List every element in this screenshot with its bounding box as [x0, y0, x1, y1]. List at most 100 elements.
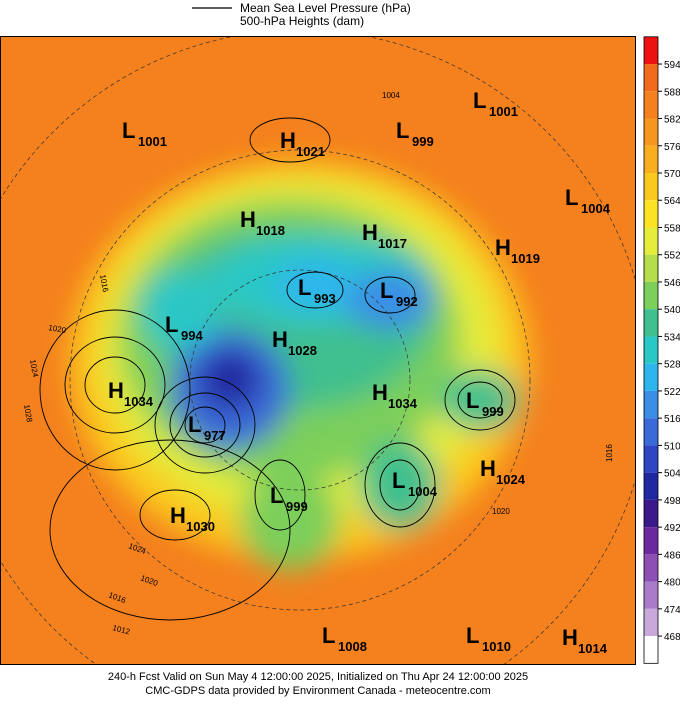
- colorbar-tick-label: 564: [664, 196, 680, 207]
- center-letter: H: [240, 207, 256, 232]
- contour-label: 1004: [382, 91, 400, 100]
- contour-label: 1016: [98, 274, 110, 294]
- colorbar-tick-label: 552: [664, 251, 680, 262]
- colorbar-frame: [643, 36, 659, 664]
- footer-line: CMC-GDPS data provided by Environment Ca…: [145, 685, 490, 697]
- colorbar-swatch: [644, 581, 658, 609]
- center-pressure: 994: [181, 328, 203, 343]
- center-letter: L: [473, 88, 486, 113]
- colorbar-swatch: [644, 254, 658, 282]
- center-pressure: 1021: [296, 144, 325, 159]
- footer-line: 240-h Fcst Valid on Sun May 4 12:00:00 2…: [108, 671, 528, 683]
- center-pressure: 1010: [482, 639, 511, 654]
- colorbar-tick-label: 594: [664, 60, 680, 71]
- colorbar-swatch: [644, 636, 658, 664]
- colorbar-swatch: [644, 309, 658, 337]
- center-letter: H: [362, 220, 378, 245]
- colorbar-tick-label: 528: [664, 360, 680, 371]
- colorbar-swatch: [644, 390, 658, 419]
- colorbar-tick-label: 480: [664, 578, 680, 589]
- colorbar-tick-label: 498: [664, 496, 680, 507]
- center-pressure: 1034: [388, 396, 418, 411]
- map: [0, 36, 636, 665]
- contour-label: 1020: [48, 323, 68, 335]
- center-letter: L: [122, 118, 135, 143]
- center-pressure: 1004: [408, 484, 438, 499]
- colorbar-swatch: [644, 445, 658, 473]
- colorbar-tick-label: 576: [664, 142, 680, 153]
- colorbar-tick-label: 546: [664, 278, 680, 289]
- center-letter: H: [480, 456, 496, 481]
- center-letter: L: [565, 185, 578, 210]
- colorbar-swatch: [644, 363, 658, 391]
- center-letter: H: [372, 380, 388, 405]
- colorbar-swatch: [644, 145, 658, 173]
- colorbar-swatch: [644, 118, 658, 146]
- center-letter: L: [380, 278, 393, 303]
- colorbar-swatch: [644, 36, 658, 65]
- center-pressure: 1017: [378, 236, 407, 251]
- center-pressure: 1034: [124, 394, 154, 409]
- center-letter: H: [108, 378, 124, 403]
- contour-label: 1020: [492, 507, 510, 516]
- center-pressure: 1014: [578, 641, 608, 656]
- center-pressure: 1008: [338, 639, 367, 654]
- colorbar-swatch: [644, 336, 658, 364]
- center-letter: H: [272, 327, 288, 352]
- colorbar-tick-label: 486: [664, 550, 680, 561]
- center-letter: H: [280, 128, 296, 153]
- colorbar-tick-label: 492: [664, 523, 680, 534]
- center-pressure: 999: [412, 134, 434, 149]
- center-letter: L: [270, 483, 283, 508]
- colorbar-tick-label: 504: [664, 469, 680, 480]
- contour-label: 1016: [605, 444, 614, 462]
- colorbar-swatch: [644, 608, 658, 637]
- colorbar-swatch: [644, 200, 658, 228]
- contour-label: 1028: [22, 404, 34, 424]
- colorbar-swatch: [644, 499, 658, 528]
- center-pressure: 999: [482, 404, 504, 419]
- center-pressure: 1001: [138, 134, 167, 149]
- center-pressure: 1028: [288, 343, 317, 358]
- colorbar-swatch: [644, 554, 658, 582]
- colorbar-tick-label: 474: [664, 605, 680, 616]
- center-pressure: 1018: [256, 223, 285, 238]
- center-letter: L: [396, 118, 409, 143]
- center-pressure: 1019: [511, 251, 540, 266]
- colorbar-swatch: [644, 227, 658, 255]
- colorbar-tick-label: 510: [664, 441, 680, 452]
- center-letter: L: [392, 468, 405, 493]
- legend-item: Mean Sea Level Pressure (hPa): [240, 1, 411, 15]
- center-letter: L: [165, 312, 178, 337]
- colorbar-swatch: [644, 527, 658, 555]
- center-pressure: 1004: [581, 201, 611, 216]
- center-pressure: 992: [396, 294, 418, 309]
- center-pressure: 977: [204, 428, 226, 443]
- center-letter: L: [466, 623, 479, 648]
- center-letter: L: [298, 275, 311, 300]
- map-frame: [0, 36, 636, 665]
- center-pressure: 1030: [186, 519, 215, 534]
- contour-label: 1024: [28, 359, 40, 379]
- colorbar-tick-label: 534: [664, 332, 680, 343]
- colorbar-tick-label: 558: [664, 223, 680, 234]
- center-pressure: 999: [286, 499, 308, 514]
- colorbar-tick-label: 570: [664, 169, 680, 180]
- legend-item: 500-hPa Heights (dam): [240, 14, 364, 28]
- colorbar-tick-label: 522: [664, 387, 680, 398]
- colorbar-tick-label: 582: [664, 115, 680, 126]
- colorbar-swatch: [644, 173, 658, 201]
- colorbar-swatch: [644, 281, 658, 310]
- colorbar-tick-label: 540: [664, 305, 680, 316]
- colorbar-swatch: [644, 91, 658, 119]
- colorbar-tick-label: 468: [664, 632, 680, 643]
- center-letter: H: [170, 503, 186, 528]
- colorbar-swatch: [644, 418, 658, 446]
- center-letter: L: [188, 412, 201, 437]
- center-letter: L: [322, 623, 335, 648]
- center-letter: H: [562, 625, 578, 650]
- colorbar-tick-label: 516: [664, 414, 680, 425]
- center-pressure: 1024: [496, 472, 526, 487]
- center-letter: L: [466, 388, 479, 413]
